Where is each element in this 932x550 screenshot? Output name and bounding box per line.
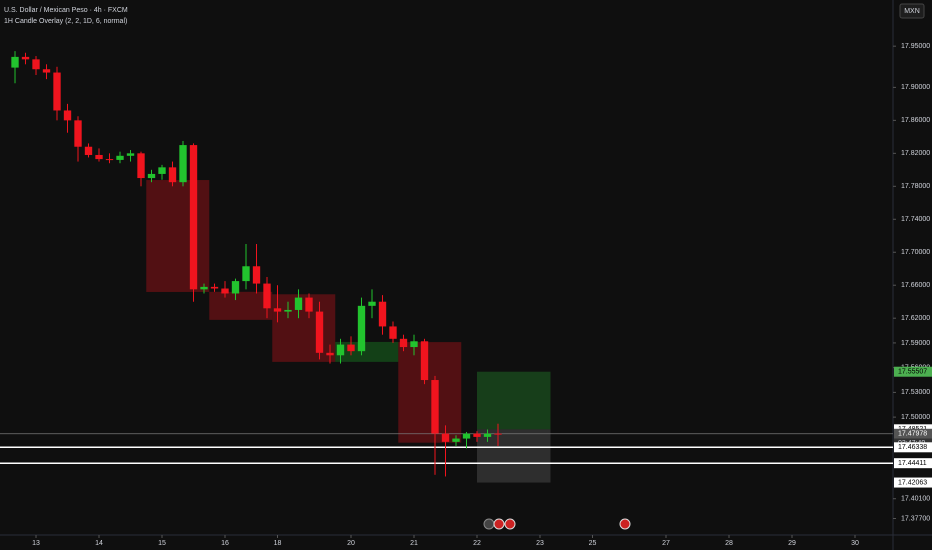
candle-body (95, 154, 103, 160)
candle-body (105, 159, 114, 161)
overlay-candle (209, 291, 273, 320)
candle-body (399, 338, 408, 348)
level-tag: 17.44411 (898, 460, 927, 467)
x-tick-label: 29 (788, 540, 796, 547)
candle-body (441, 433, 450, 442)
candle-body (378, 301, 387, 327)
candle-body (326, 352, 334, 356)
y-tick-label: 17.82000 (901, 150, 930, 157)
candle-body (315, 311, 324, 353)
stop-zone (477, 429, 551, 483)
candle-body (179, 145, 187, 183)
candle-body (21, 56, 30, 60)
x-tick-label: 22 (473, 540, 481, 547)
y-tick-label: 17.78000 (901, 183, 930, 190)
candle-body (305, 297, 313, 312)
level-tag-bg (894, 458, 932, 469)
candle-body (147, 173, 156, 179)
x-tick-label: 27 (662, 540, 670, 547)
candle-body (473, 433, 481, 437)
x-tick-label: 30 (851, 540, 859, 547)
candle-body (336, 344, 345, 356)
y-tick-label: 17.95000 (901, 43, 930, 50)
x-tick-label: 21 (410, 540, 418, 547)
candle-body (284, 309, 292, 312)
candle-body (263, 283, 271, 309)
candle-body (420, 341, 429, 381)
x-tick-label: 15 (158, 540, 166, 547)
candle-body (357, 305, 366, 352)
currency-label[interactable]: MXN (904, 8, 920, 15)
level-tag-bg (894, 442, 932, 453)
y-tick-label: 17.40100 (901, 496, 930, 503)
candle-body (410, 341, 418, 348)
last-price-tag-bg (894, 428, 932, 439)
x-tick-label: 16 (221, 540, 229, 547)
y-tick-label: 17.74000 (901, 216, 930, 223)
candle-body (189, 145, 198, 290)
overlay-candle (146, 180, 210, 292)
target-zone (477, 371, 551, 430)
y-tick-label: 17.37700 (901, 515, 930, 522)
candle-body (53, 72, 61, 111)
overlay-candle (335, 341, 399, 362)
candle-body (116, 155, 124, 160)
y-tick-label: 17.70000 (901, 249, 930, 256)
y-tick-label: 17.90000 (901, 84, 930, 91)
currency-button[interactable] (899, 3, 925, 19)
candle-body (242, 266, 250, 282)
candle-body (483, 433, 492, 437)
y-tick-label: 17.66000 (901, 282, 930, 289)
candle-body (231, 281, 240, 294)
candle-body (389, 326, 397, 339)
candle-body (221, 288, 229, 294)
y-tick-label: 17.50000 (901, 414, 930, 421)
chart-title: U.S. Dollar / Mexican Peso · 4h · FXCM (4, 7, 128, 14)
last-price-tag: 17.47978 (898, 431, 927, 438)
candle-body (84, 146, 93, 155)
target-tag: 17.55507 (898, 369, 927, 376)
candle-body (32, 59, 40, 70)
x-tick-label: 14 (95, 540, 103, 547)
candle-body (294, 297, 303, 310)
candle-body (462, 433, 471, 439)
y-tick-label: 17.86000 (901, 117, 930, 124)
y-tick-label: 17.59000 (901, 340, 930, 347)
candle-body (252, 266, 261, 284)
target-tag-bg (894, 366, 932, 377)
candle-body (347, 344, 355, 352)
x-tick-label: 13 (32, 540, 40, 547)
candle-body (273, 308, 282, 312)
stop-tag: 17.42063 (898, 479, 927, 486)
candle-body (158, 167, 166, 174)
x-tick-label: 25 (589, 540, 597, 547)
candle-body (137, 153, 145, 179)
candle-body (63, 110, 72, 121)
event-icons (483, 518, 631, 530)
x-tick-label: 23 (536, 540, 544, 547)
candle-body (74, 120, 82, 147)
candle-body (452, 438, 460, 442)
candle-body (42, 69, 51, 73)
level-tag: 17.46338 (898, 444, 927, 451)
overlay-candle (272, 294, 336, 362)
x-tick-label: 20 (347, 540, 355, 547)
x-tick-label: 18 (274, 540, 282, 547)
x-tick-label: 28 (725, 540, 733, 547)
candle-body (210, 286, 219, 289)
overlay-candle (398, 342, 462, 443)
candle-body (494, 433, 502, 435)
y-tick-label: 17.53000 (901, 389, 930, 396)
indicator-name: 1H Candle Overlay (2, 2, 1D, 6, normal) (4, 18, 127, 25)
candle-body (431, 380, 439, 434)
candle-body (126, 153, 135, 156)
stop-tag-bg (894, 477, 932, 488)
candle-body (11, 56, 19, 68)
candle-body (168, 167, 177, 183)
candle-body (200, 286, 208, 290)
candle-body (368, 301, 376, 306)
y-tick-label: 17.62000 (901, 315, 930, 322)
